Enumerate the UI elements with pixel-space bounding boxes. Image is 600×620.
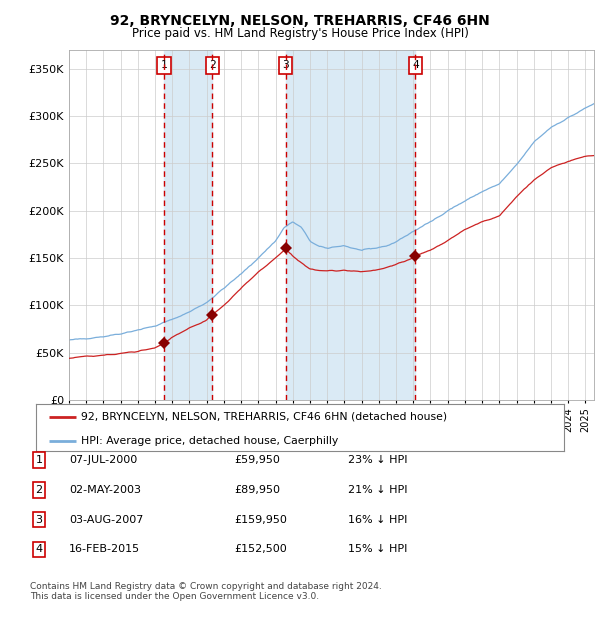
- Text: 03-AUG-2007: 03-AUG-2007: [69, 515, 143, 525]
- Text: 1: 1: [161, 60, 167, 70]
- Text: 16% ↓ HPI: 16% ↓ HPI: [348, 515, 407, 525]
- Bar: [286, 50, 415, 400]
- Text: 2: 2: [209, 60, 216, 70]
- Text: £159,950: £159,950: [234, 515, 287, 525]
- Text: 2: 2: [35, 485, 43, 495]
- Text: £59,950: £59,950: [234, 455, 280, 465]
- Text: 4: 4: [412, 60, 419, 70]
- Text: 02-MAY-2003: 02-MAY-2003: [69, 485, 141, 495]
- Text: 21% ↓ HPI: 21% ↓ HPI: [348, 485, 407, 495]
- Text: 16-FEB-2015: 16-FEB-2015: [69, 544, 140, 554]
- Text: £152,500: £152,500: [234, 544, 287, 554]
- Bar: [164, 50, 212, 400]
- Text: Price paid vs. HM Land Registry's House Price Index (HPI): Price paid vs. HM Land Registry's House …: [131, 27, 469, 40]
- Text: Contains HM Land Registry data © Crown copyright and database right 2024.
This d: Contains HM Land Registry data © Crown c…: [30, 582, 382, 601]
- Text: 23% ↓ HPI: 23% ↓ HPI: [348, 455, 407, 465]
- Text: 92, BRYNCELYN, NELSON, TREHARRIS, CF46 6HN: 92, BRYNCELYN, NELSON, TREHARRIS, CF46 6…: [110, 14, 490, 28]
- Text: 07-JUL-2000: 07-JUL-2000: [69, 455, 137, 465]
- Text: 92, BRYNCELYN, NELSON, TREHARRIS, CF46 6HN (detached house): 92, BRYNCELYN, NELSON, TREHARRIS, CF46 6…: [81, 412, 447, 422]
- Text: £89,950: £89,950: [234, 485, 280, 495]
- Text: 3: 3: [283, 60, 289, 70]
- Text: HPI: Average price, detached house, Caerphilly: HPI: Average price, detached house, Caer…: [81, 436, 338, 446]
- Text: 3: 3: [35, 515, 43, 525]
- Text: 4: 4: [35, 544, 43, 554]
- Text: 15% ↓ HPI: 15% ↓ HPI: [348, 544, 407, 554]
- Text: 1: 1: [35, 455, 43, 465]
